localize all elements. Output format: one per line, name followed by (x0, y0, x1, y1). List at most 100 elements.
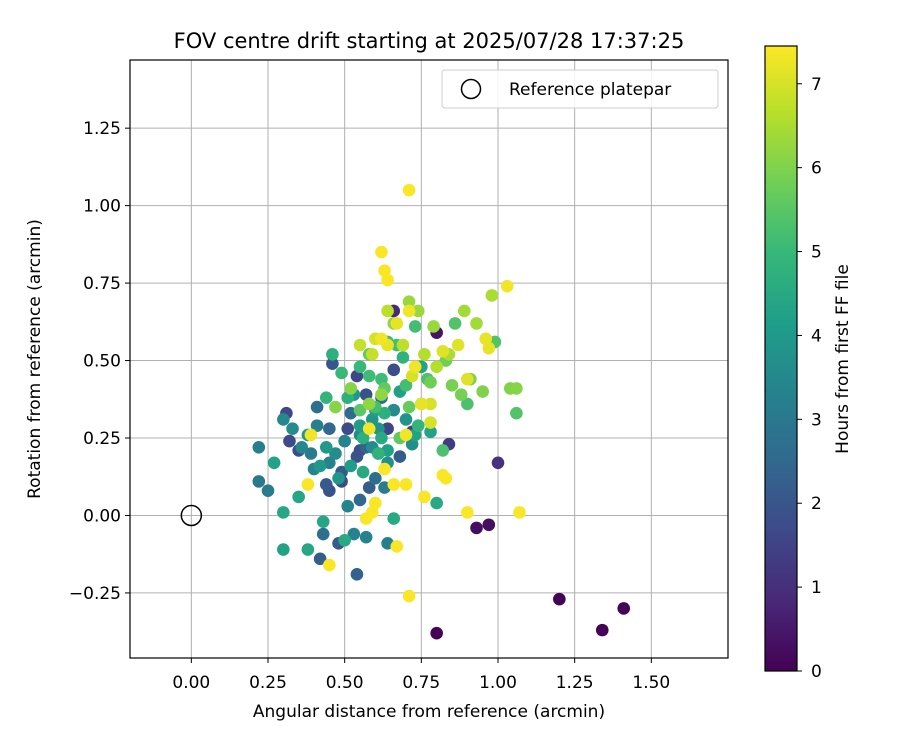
y-axis-ticks: −0.25 0.00 0.25 0.50 0.75 1.00 1.25 (69, 119, 130, 604)
data-point (329, 447, 342, 460)
colorbar: 0 1 2 3 4 5 6 7 (764, 45, 822, 682)
data-point (267, 456, 281, 470)
data-point (510, 406, 523, 420)
data-point (424, 425, 437, 439)
x-tick-label: 1.50 (632, 673, 670, 693)
data-point (319, 391, 333, 405)
data-point (411, 304, 425, 318)
data-point (402, 589, 416, 603)
data-point (350, 568, 364, 581)
data-point (436, 444, 450, 457)
data-point (356, 465, 370, 479)
y-tick-label: 0.75 (83, 274, 121, 294)
data-point (461, 506, 474, 519)
data-point (350, 450, 364, 463)
data-point (292, 490, 305, 504)
data-point (415, 397, 428, 411)
data-point (485, 289, 499, 302)
data-point (375, 332, 388, 346)
data-point (553, 592, 566, 606)
data-point (454, 388, 468, 401)
data-point (326, 357, 339, 370)
colorbar-tick-label: 4 (811, 326, 822, 346)
data-point (595, 623, 609, 637)
data-point (362, 369, 376, 383)
data-point (399, 379, 413, 392)
x-tick-label: 0.75 (402, 673, 440, 693)
data-point (445, 379, 459, 392)
x-tick-label: 1.00 (479, 673, 517, 693)
grid (130, 60, 728, 658)
x-tick-label: 0.25 (249, 673, 287, 693)
x-tick-label: 0.50 (326, 673, 364, 693)
data-point (372, 447, 385, 460)
data-point (353, 403, 367, 417)
data-point (310, 400, 324, 414)
data-point (356, 431, 370, 445)
colorbar-tick-label: 2 (811, 494, 822, 514)
data-point (304, 447, 318, 460)
data-point (427, 320, 440, 333)
data-point (396, 351, 410, 364)
colorbar-ticks: 0 1 2 3 4 5 6 7 (797, 75, 822, 682)
y-tick-label: 1.00 (83, 197, 121, 217)
data-point (402, 304, 416, 318)
data-point (470, 521, 483, 535)
colorbar-frame (764, 45, 798, 672)
data-point (430, 626, 443, 640)
data-point (451, 338, 465, 352)
data-point (344, 382, 358, 395)
data-point (283, 434, 296, 448)
data-point (482, 518, 496, 532)
x-axis-ticks: 0.00 0.25 0.50 0.75 1.00 1.25 1.50 (172, 658, 670, 693)
data-point (510, 382, 523, 395)
plot-frame (129, 59, 729, 659)
data-point (393, 450, 407, 463)
data-point (304, 428, 318, 442)
data-point (399, 413, 413, 426)
data-point (430, 360, 443, 374)
data-point (448, 317, 462, 330)
data-point (335, 366, 348, 380)
data-point (301, 478, 315, 491)
data-point (476, 385, 489, 398)
plot-area: Reference platepar (129, 59, 729, 659)
data-point (341, 422, 355, 436)
y-tick-label: 0.50 (83, 352, 121, 372)
data-point (408, 360, 422, 374)
data-point (362, 397, 376, 411)
data-point (381, 273, 394, 287)
data-point (365, 348, 379, 361)
data-point (424, 416, 437, 429)
data-points (252, 183, 631, 640)
data-point (252, 475, 266, 488)
data-point (323, 558, 336, 572)
data-point (323, 422, 336, 436)
data-point (418, 490, 431, 504)
chart-title: FOV centre drift starting at 2025/07/28 … (174, 29, 685, 53)
data-point (261, 484, 275, 497)
data-point (277, 543, 290, 556)
data-point (353, 493, 367, 507)
data-point (301, 543, 315, 556)
data-point (329, 400, 342, 414)
data-point (344, 459, 358, 473)
data-point (353, 338, 367, 352)
y-tick-label: 0.00 (83, 506, 121, 526)
plot-background (130, 60, 728, 658)
data-point (378, 462, 391, 476)
data-point (387, 512, 401, 525)
data-point (316, 515, 330, 528)
data-point (461, 397, 474, 411)
data-point (617, 602, 631, 615)
data-point (362, 422, 376, 436)
data-point (436, 344, 450, 358)
data-point (359, 512, 373, 525)
colorbar-tick-label: 7 (811, 75, 822, 95)
data-point (402, 295, 416, 308)
data-point (457, 304, 471, 318)
data-point (387, 363, 401, 377)
colorbar-gradient (765, 46, 797, 671)
data-point (500, 279, 514, 293)
